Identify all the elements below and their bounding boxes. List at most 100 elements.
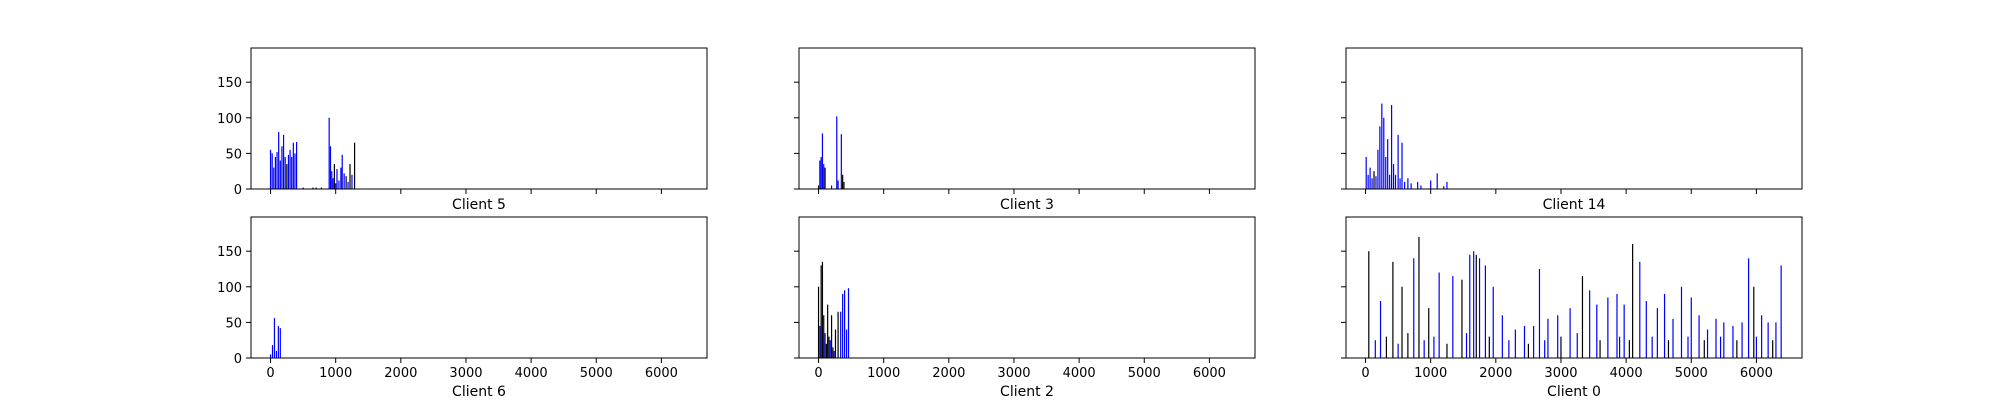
bar (312, 187, 314, 189)
bar (1436, 173, 1438, 189)
bar (843, 181, 845, 189)
bar (292, 142, 294, 189)
bar (1589, 290, 1591, 358)
bar (1377, 149, 1379, 189)
bar (1469, 254, 1471, 358)
bar (1379, 301, 1382, 358)
bar (1698, 315, 1700, 358)
bar (1632, 244, 1634, 358)
bar-series (1368, 236, 1782, 358)
bar (1417, 181, 1419, 189)
bar (1369, 167, 1371, 189)
bar (1767, 322, 1769, 358)
bar (1407, 178, 1409, 189)
bar (824, 167, 826, 189)
bar (273, 167, 275, 189)
bar (1736, 340, 1738, 358)
bar (830, 185, 833, 189)
bar (840, 134, 842, 189)
bar (329, 146, 332, 189)
bar (1420, 185, 1422, 189)
bar (1373, 171, 1375, 189)
subplot-panel: 0 50 100 150 Client 5 (217, 47, 708, 213)
x-tick-label: 0 (266, 366, 274, 381)
bar (1663, 293, 1666, 358)
bar (1533, 325, 1535, 358)
bar (1547, 318, 1549, 358)
bar (824, 333, 826, 358)
x-tick-label: 5000 (1128, 366, 1161, 381)
y-tick-label: 0 (234, 183, 242, 198)
x-tick-label: 6000 (1193, 366, 1226, 381)
bar (331, 171, 333, 189)
bar (819, 160, 821, 189)
bar (345, 176, 347, 189)
bar (817, 286, 820, 358)
bar (1452, 276, 1454, 358)
bar (1616, 293, 1618, 358)
bar (302, 187, 304, 189)
x-tick-label: 0 (814, 366, 822, 381)
bar (1443, 186, 1445, 189)
bar (1501, 315, 1503, 358)
bar (1379, 126, 1381, 189)
bar (277, 325, 279, 358)
subplot-panel: Client 14 (1341, 47, 1803, 213)
bar (840, 311, 842, 358)
bar (1544, 340, 1546, 358)
bar (1755, 336, 1757, 358)
bar (837, 311, 839, 358)
bar (1576, 333, 1578, 358)
bar (834, 329, 837, 358)
bar (1389, 174, 1391, 189)
bar (275, 350, 278, 358)
bar (1488, 336, 1490, 358)
bar (1623, 304, 1625, 358)
bar (1687, 336, 1689, 358)
x-tick-label: 4000 (1063, 366, 1096, 381)
bar (1780, 265, 1782, 358)
bar (1383, 117, 1385, 189)
bar (289, 149, 291, 189)
bar (1639, 261, 1641, 358)
bar (1438, 272, 1440, 358)
bar (1433, 336, 1435, 358)
bar (845, 329, 848, 358)
bar (282, 134, 285, 189)
bar (1446, 181, 1448, 189)
bar (328, 117, 330, 189)
y-tick-label: 100 (217, 281, 242, 296)
bar (1761, 315, 1763, 358)
bar (842, 293, 844, 358)
subplot-title: Client 3 (1000, 197, 1054, 213)
bar (1732, 325, 1734, 358)
bar (1672, 318, 1674, 358)
bar (1607, 297, 1609, 358)
bar (1394, 174, 1397, 189)
bar (821, 261, 824, 358)
bar (351, 174, 353, 189)
bar (1775, 322, 1777, 358)
bar (340, 167, 342, 189)
bar (1418, 236, 1420, 358)
bar (844, 290, 846, 358)
bar (1690, 297, 1692, 358)
bar (1410, 183, 1412, 189)
bar (287, 154, 290, 189)
bar-series (269, 117, 356, 189)
bar (274, 156, 277, 189)
bar (1368, 251, 1370, 358)
bar (279, 160, 281, 189)
bar (1651, 336, 1653, 358)
axes-frame (798, 47, 1256, 190)
bar (829, 340, 831, 358)
y-tick-label: 100 (217, 112, 242, 127)
bar (817, 185, 820, 189)
bar (353, 142, 356, 189)
bar (1619, 336, 1621, 358)
bar (1365, 156, 1367, 189)
subplot-panel: 0 1000 2000 3000 4000 5000 6000 Client 2 (794, 216, 1256, 400)
bar (1703, 340, 1705, 358)
subplot-title: Client 14 (1543, 197, 1606, 213)
